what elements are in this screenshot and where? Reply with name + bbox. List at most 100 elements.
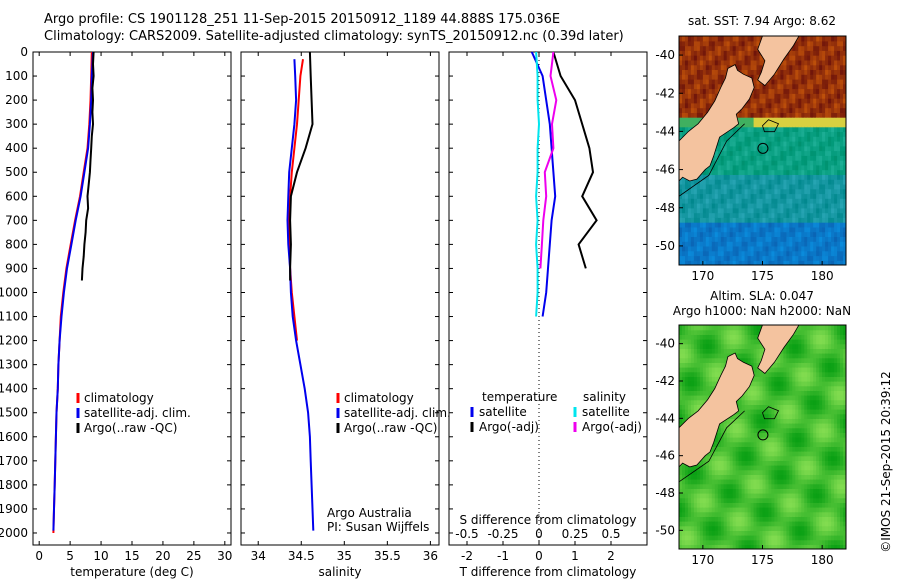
map-cell [834,145,838,152]
map-cell [685,362,689,368]
map-cell [714,55,719,61]
map-cell [789,465,793,471]
map-cell [834,88,838,94]
map-cell [774,507,778,513]
map-cell [699,198,704,204]
map-cell [753,455,758,461]
map-cell [738,164,743,171]
map-cell [720,207,725,214]
map-cell [705,367,710,373]
map-cell [774,437,778,443]
map-cell [789,385,793,391]
map-cell [679,376,683,382]
map-cell [762,193,767,199]
map-cell [720,250,725,257]
map-cell [789,169,793,175]
map-cell [792,69,796,75]
diff-s-tick-label: 0.5 [601,527,620,541]
map-cell [792,255,796,261]
map-cell [831,169,835,175]
map-cell [759,446,764,452]
map-cell [723,169,728,175]
map-cell [801,488,805,494]
map-cell [729,260,734,265]
map-cell [679,98,683,104]
map-cell [711,539,716,545]
map-cell [780,217,784,223]
map-cell [738,455,743,461]
map-cell [840,217,844,223]
map-cell [798,390,802,396]
map-cell [801,465,805,471]
map-cell [825,40,829,47]
map-cell [735,169,740,175]
map-cell [804,236,808,242]
map-cell [825,78,829,85]
map-cell [705,339,710,345]
map-cell [828,50,832,56]
map-cell [708,376,713,382]
map-cell [792,539,796,545]
map-cell [786,179,790,185]
map-cell [714,236,719,242]
map-cell [750,188,755,195]
map-cell [711,502,716,508]
map-cell [789,409,793,415]
map-cell [810,126,814,132]
map-cell [696,367,701,373]
map-cell [708,343,713,349]
map-cell [685,69,689,75]
map-cell [780,74,784,80]
map-cell [711,521,716,527]
map-cell [780,432,784,438]
map-cell [804,222,808,228]
map-cell [682,236,686,242]
map-cell [819,188,823,195]
map-cell [813,179,817,185]
map-cell [685,502,689,508]
map-cell [729,131,734,137]
map-cell [738,432,743,438]
map-cell [798,217,802,223]
map-cell [750,511,755,517]
map-cell [735,511,740,517]
map-cell [685,399,689,405]
map-cell [798,74,802,80]
map-cell [756,141,761,147]
map-cell [750,45,755,51]
map-cell [699,493,704,499]
map-cell [738,409,743,415]
map-cell [705,245,710,252]
map-cell [732,155,737,161]
map-cell [762,164,767,171]
map-cell [771,121,775,128]
map-cell [813,98,817,104]
map-cell [837,36,841,42]
map-cell [685,367,689,373]
map-cell [762,376,767,382]
map-cell [828,160,832,166]
map-cell [807,98,811,104]
map-cell [798,64,802,70]
map-cell [801,353,805,359]
map-cell [696,357,701,363]
map-cell [777,198,781,204]
map-cell [840,198,844,204]
map-cell [732,329,737,335]
map-cell [711,325,716,331]
map-cell [765,418,770,424]
map-cell [780,404,784,410]
map-cell [771,460,775,466]
map-cell [780,488,784,494]
map-cell [717,432,722,438]
map-cell [717,207,722,214]
map-cell [723,544,728,549]
map-cell [840,112,844,118]
map-cell [744,155,749,161]
map-cell [777,69,781,75]
map-cell [711,479,716,485]
map-cell [753,479,758,485]
map-cell [771,539,775,545]
map-cell [682,343,686,349]
map-cell [792,409,796,415]
